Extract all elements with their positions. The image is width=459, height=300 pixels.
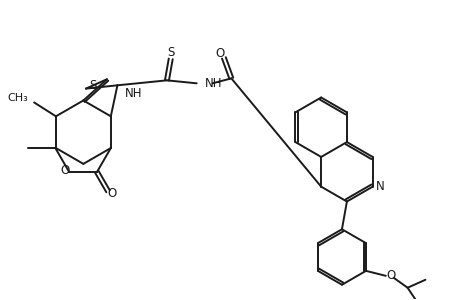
Text: O: O	[215, 47, 224, 60]
Text: O: O	[107, 187, 117, 200]
Text: NH: NH	[125, 87, 143, 100]
Text: CH₃: CH₃	[7, 94, 28, 103]
Text: O: O	[385, 269, 395, 282]
Text: S: S	[167, 46, 174, 59]
Text: N: N	[375, 180, 384, 193]
Text: O: O	[61, 164, 70, 177]
Text: NH: NH	[204, 77, 222, 90]
Text: S: S	[89, 79, 96, 92]
